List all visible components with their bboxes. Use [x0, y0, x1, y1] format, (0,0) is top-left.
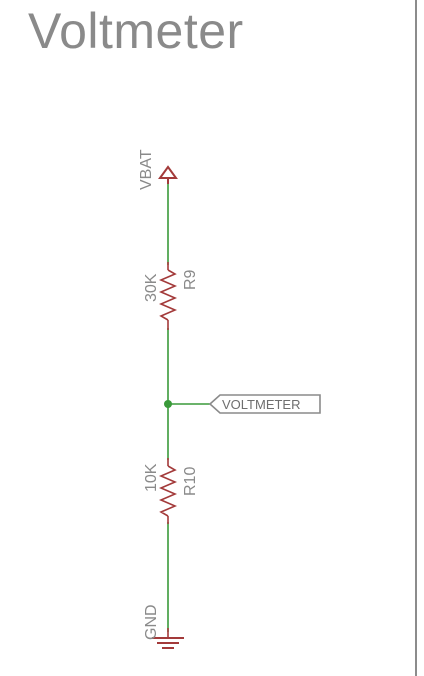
gnd-label: GND [143, 604, 160, 640]
r10-name-label: R10 [182, 467, 199, 496]
r9-name-label: R9 [182, 269, 199, 290]
vbat-supply-symbol [158, 165, 178, 184]
junction-dot [164, 400, 172, 408]
net-label-text: VOLTMETER [222, 397, 301, 412]
page-title: Voltmeter [28, 3, 244, 59]
sheet-border [415, 0, 417, 676]
ground-symbol [152, 628, 184, 649]
r10-value-label: 10K [143, 463, 160, 492]
vbat-label: VBAT [138, 149, 155, 190]
resistor-r9 [158, 262, 178, 330]
r9-value-label: 30K [143, 273, 160, 302]
voltmeter-net-label: VOLTMETER [208, 394, 321, 414]
resistor-r10 [158, 458, 178, 524]
